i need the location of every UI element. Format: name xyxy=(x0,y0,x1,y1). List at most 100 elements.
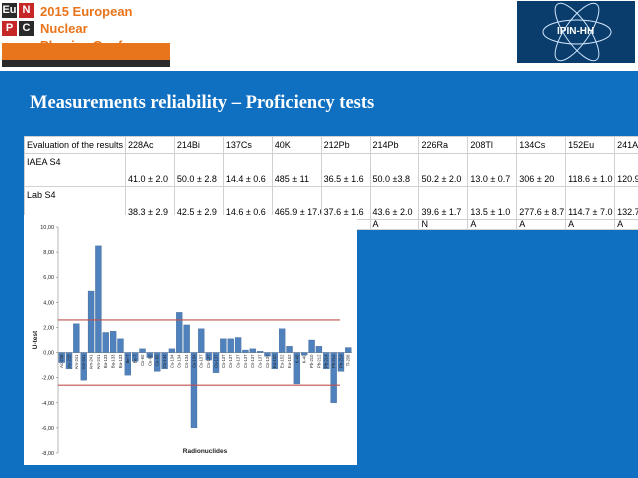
value-cell: 50.0 ± 2.8 xyxy=(173,153,224,187)
category-label: Cs-137 xyxy=(228,354,233,368)
value-cell: 36.5 ± 1.6 xyxy=(320,153,371,187)
results-table: Evaluation of the results 228Ac 214Bi 13… xyxy=(24,136,638,230)
y-tick-label: -4,00 xyxy=(41,401,54,407)
u-test-bar xyxy=(337,352,345,372)
category-label: Eu-152 xyxy=(272,354,277,368)
u-test-bar xyxy=(212,352,220,373)
y-tick-label: 4,00 xyxy=(43,300,54,306)
category-label: Pb-212 xyxy=(316,354,321,368)
y-tick-label: -6,00 xyxy=(41,426,54,432)
u-test-bar xyxy=(109,331,117,353)
category-label: Am-241 xyxy=(81,354,86,369)
u-test-bar xyxy=(330,352,337,403)
category-label: Cs-137 xyxy=(250,354,255,368)
category-label: Cs-137 xyxy=(206,354,211,368)
u-test-bar xyxy=(301,352,308,356)
table-row: Lab S4 38.3 ± 2.9 42.5 ± 2.9 14.6 ± 0.6 … xyxy=(24,186,638,220)
u-test-bar xyxy=(87,290,95,353)
logo-orange-band xyxy=(2,43,170,60)
u-test-bar xyxy=(117,338,124,353)
x-axis-title: Radionuclides xyxy=(183,448,228,455)
u-test-bar xyxy=(95,245,102,353)
header-cell: 134Cs xyxy=(516,136,567,154)
value-cell: 13.5 ± 1.0 xyxy=(467,186,518,220)
category-label: Cs-134 xyxy=(184,354,189,368)
slide-header: Eu N P C 2015 European Nuclear Physics C… xyxy=(0,0,638,71)
category-label: Cs-137 xyxy=(213,354,218,368)
row-label: Lab S4 xyxy=(24,186,126,220)
u-test-bar xyxy=(161,352,168,370)
category-label: Cs-137 xyxy=(235,354,240,368)
value-cell: 43.6 ± 2.0 xyxy=(369,186,420,220)
category-label: Cs-137 xyxy=(221,354,226,368)
header-cell: 214Bi xyxy=(173,136,224,154)
y-tick-label: 6,00 xyxy=(43,275,54,281)
u-test-bar xyxy=(308,339,315,353)
category-label: Cs-134 xyxy=(177,354,182,368)
u-test-bar xyxy=(234,337,242,353)
category-label: Pb-214 xyxy=(331,354,336,368)
y-tick-label: -8,00 xyxy=(41,451,54,457)
u-test-bar xyxy=(190,352,198,429)
logo-dark-band xyxy=(2,60,170,67)
category-label: Cs-134 xyxy=(162,354,167,368)
category-label: Eu-152 xyxy=(280,354,285,368)
u-test-bar xyxy=(168,348,176,353)
u-test-bar xyxy=(271,352,278,370)
category-label: Be-7 xyxy=(125,354,130,364)
value-cell: 114.7 ± 7.0 xyxy=(565,186,616,220)
value-cell: 120.9 ± 2 xyxy=(614,153,638,187)
value-cell: 50.0 ±3.8 xyxy=(369,153,420,187)
value-cell: 465.9 ± 17.0 xyxy=(271,186,322,220)
u-test-bar xyxy=(146,352,154,358)
value-cell: 277.6 ± 8.7 xyxy=(516,186,567,220)
u-test-bar xyxy=(124,352,131,376)
u-test-bar xyxy=(183,324,190,353)
conference-title: 2015 European Nuclear Physics Conference xyxy=(40,3,170,53)
grade-cell: A xyxy=(516,219,567,230)
grade-cell: A xyxy=(614,219,638,230)
atom-icon xyxy=(542,2,612,62)
u-test-bar xyxy=(220,338,227,353)
value-cell: 39.6 ± 1.7 xyxy=(418,186,469,220)
grade-cell: A xyxy=(369,219,420,230)
category-label: Pb-210 xyxy=(309,354,314,368)
y-tick-label: 0,00 xyxy=(43,351,54,357)
row-label: IAEA S4 xyxy=(24,153,126,187)
u-test-bar xyxy=(293,352,301,385)
value-cell: 14.4 ± 0.6 xyxy=(222,153,273,187)
value-cell: 485 ± 11 xyxy=(271,153,322,187)
grade-cell: A xyxy=(467,219,518,230)
u-test-bar xyxy=(65,352,73,370)
category-label: Am-241 xyxy=(88,354,93,369)
header-cell: 212Pb xyxy=(320,136,371,154)
table-row: IAEA S4 41.0 ± 2.0 50.0 ± 2.8 14.4 ± 0.6… xyxy=(24,153,638,187)
conference-logo: Eu N P C 2015 European Nuclear Physics C… xyxy=(2,1,170,67)
category-label: Co-60 xyxy=(147,354,152,366)
logo-cell-eu: Eu xyxy=(2,3,17,18)
header-cell: 152Eu xyxy=(565,136,616,154)
category-label: Co-60 xyxy=(140,354,145,366)
category-label: Ba-133 xyxy=(118,354,123,368)
u-test-bar xyxy=(176,312,183,353)
category-label: Cs-134 xyxy=(191,354,196,368)
u-test-bar xyxy=(102,332,109,353)
u-test-bar xyxy=(279,328,286,353)
header-cell: 228Ac xyxy=(125,136,175,154)
category-label: Pb-214 xyxy=(338,354,343,368)
u-test-bar xyxy=(323,352,330,370)
y-tick-label: 2,00 xyxy=(43,325,54,331)
category-label: K-40 xyxy=(294,354,299,364)
logo-cell-n: N xyxy=(19,3,34,18)
u-test-bar xyxy=(345,347,352,353)
logo-cell-c: C xyxy=(19,21,34,36)
u-test-bar xyxy=(154,352,161,372)
header-cell: Evaluation of the results xyxy=(24,136,126,154)
y-tick-label: 8,00 xyxy=(43,250,54,256)
category-label: Cs-137 xyxy=(243,354,248,368)
value-cell: 118.6 ± 1.0 xyxy=(565,153,616,187)
category-label: Cs-137 xyxy=(199,354,204,368)
header-cell: 208Tl xyxy=(467,136,518,154)
u-test-bar xyxy=(264,352,271,357)
